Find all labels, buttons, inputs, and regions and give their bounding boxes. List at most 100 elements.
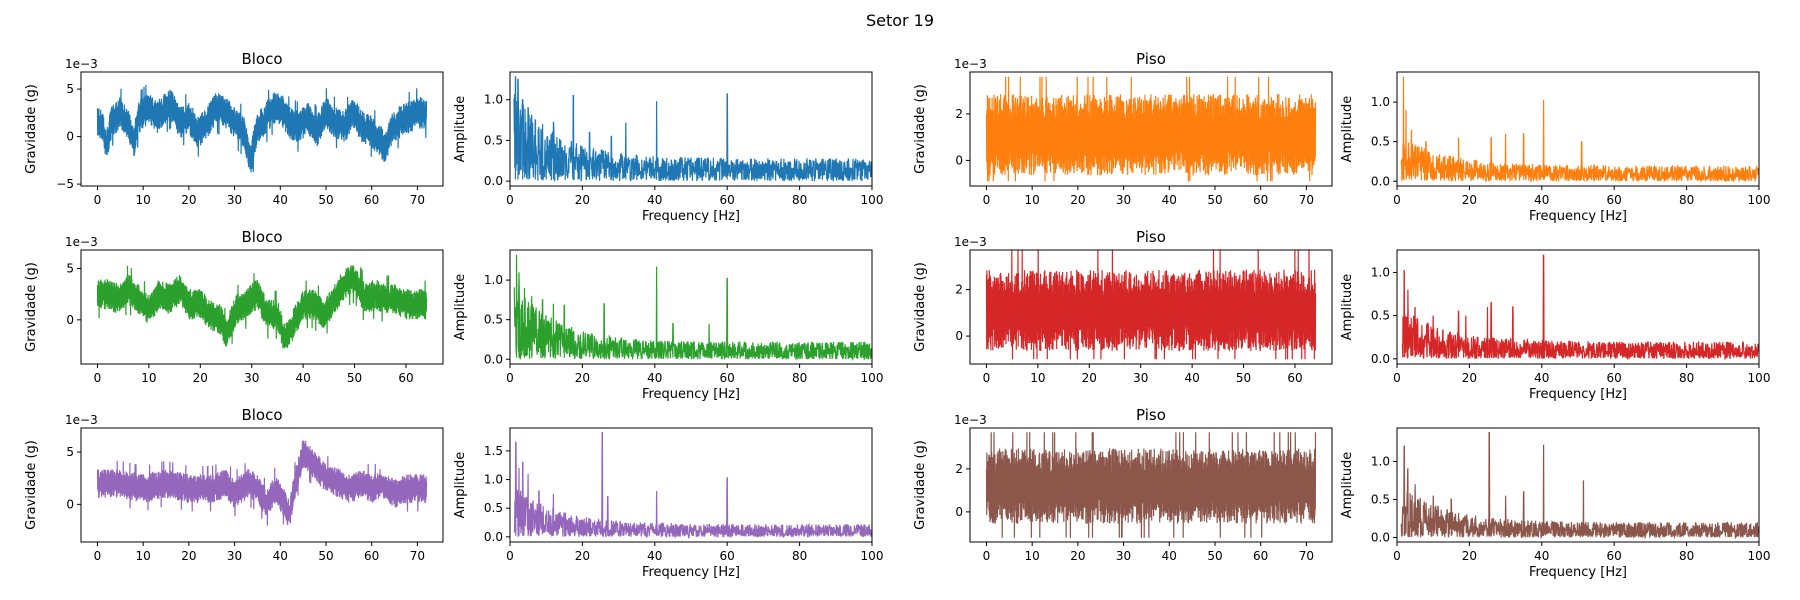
x-tick-label: 20 xyxy=(1462,371,1477,385)
x-tick-label: 80 xyxy=(792,371,807,385)
x-tick-label: 40 xyxy=(647,371,662,385)
y-axis-label: Amplitude xyxy=(453,274,468,341)
y-tick-label: 2 xyxy=(955,462,963,476)
axes-frame xyxy=(1396,249,1760,365)
chart-panel-r1-bloco-time: 0 10 20 30 40 50 60 70 −5 0 5 1e−3 Bloco Gravidade (g… xyxy=(24,50,444,207)
x-tick-label: 40 xyxy=(647,193,662,207)
chart-panel-r1-bloco-fft: 0 20 40 60 80 100 0.0 0.5 1.0 Frequency [Hz] Ampli… xyxy=(453,71,883,224)
x-tick-label: 40 xyxy=(1534,193,1549,207)
x-tick-label: 0 xyxy=(506,193,514,207)
x-tick-label: 0 xyxy=(983,549,991,563)
y-axis-label: Gravidade (g) xyxy=(913,262,928,352)
x-tick-label: 20 xyxy=(1082,371,1097,385)
chart-panel-r1-piso-fft: 0 20 40 60 80 100 0.0 0.5 1.0 Frequency [Hz] Ampli… xyxy=(1340,71,1771,224)
axis-offset-text: 1e−3 xyxy=(954,235,987,249)
figure-suptitle: Setor 19 xyxy=(866,11,934,30)
x-tick-label: 60 xyxy=(720,549,735,563)
x-tick-label: 60 xyxy=(364,549,379,563)
y-axis-label: Amplitude xyxy=(1340,452,1355,519)
chart-panel-r2-piso-fft: 0 20 40 60 80 100 0.0 0.5 1.0 Frequency [Hz] Ampli… xyxy=(1340,249,1771,402)
x-tick-label: 80 xyxy=(792,549,807,563)
y-tick-label: 0.5 xyxy=(484,133,503,147)
y-tick-label: 2 xyxy=(955,283,963,297)
chart-panel-r3-bloco-time: 0 10 20 30 40 50 60 70 0 5 1e−3 Bloco Gravidade (g) xyxy=(24,406,444,563)
y-tick-label: 1.0 xyxy=(1371,454,1390,468)
y-tick-label: −5 xyxy=(56,177,74,191)
x-tick-label: 60 xyxy=(1607,549,1622,563)
series-line xyxy=(985,432,1317,538)
y-tick-label: 0.5 xyxy=(1371,135,1390,149)
y-tick-label: 5 xyxy=(66,82,74,96)
x-tick-label: 20 xyxy=(193,371,208,385)
y-tick-label: 5 xyxy=(66,445,74,459)
x-tick-label: 0 xyxy=(1393,371,1401,385)
x-tick-label: 30 xyxy=(1116,549,1131,563)
series-line xyxy=(1401,254,1759,361)
y-axis-label: Gravidade (g) xyxy=(913,84,928,174)
axes-frame xyxy=(969,249,1333,365)
chart-panel-r2-bloco-fft: 0 20 40 60 80 100 0.0 0.5 1.0 Frequency [Hz] Ampli… xyxy=(453,249,883,402)
x-tick-label: 20 xyxy=(575,193,590,207)
x-tick-label: 20 xyxy=(181,193,196,207)
x-tick-label: 100 xyxy=(1748,193,1771,207)
x-tick-label: 100 xyxy=(1748,371,1771,385)
y-axis-label: Amplitude xyxy=(453,452,468,519)
y-axis-label: Amplitude xyxy=(1340,274,1355,341)
x-tick-label: 50 xyxy=(318,549,333,563)
x-tick-label: 60 xyxy=(1253,193,1268,207)
subplot-title: Bloco xyxy=(241,50,282,68)
series-line xyxy=(513,432,872,539)
x-tick-label: 0 xyxy=(94,193,102,207)
x-axis-label: Frequency [Hz] xyxy=(642,209,740,224)
x-tick-label: 60 xyxy=(1287,371,1302,385)
x-tick-label: 70 xyxy=(410,549,425,563)
subplot-title: Piso xyxy=(1136,50,1166,68)
y-tick-label: 1.0 xyxy=(1371,265,1390,279)
x-tick-label: 80 xyxy=(792,193,807,207)
x-axis-label: Frequency [Hz] xyxy=(1529,387,1627,402)
axes-frame xyxy=(80,71,444,187)
series-line xyxy=(96,265,428,349)
chart-panel-r2-bloco-time: 0 10 20 30 40 50 60 0 5 1e−3 Bloco Gravidade (g) xyxy=(24,228,444,385)
axis-offset-text: 1e−3 xyxy=(65,413,98,427)
x-tick-label: 80 xyxy=(1679,549,1694,563)
y-tick-label: 0.0 xyxy=(1371,530,1390,544)
axes-frame xyxy=(969,427,1333,543)
axes-frame xyxy=(1396,427,1760,543)
x-tick-label: 10 xyxy=(1030,371,1045,385)
y-tick-label: 5 xyxy=(66,261,74,275)
x-tick-label: 20 xyxy=(575,371,590,385)
series-line xyxy=(1400,432,1759,540)
y-tick-label: 1.0 xyxy=(484,93,503,107)
y-tick-label: 0.5 xyxy=(484,501,503,515)
x-tick-label: 70 xyxy=(1299,193,1314,207)
x-tick-label: 40 xyxy=(1534,549,1549,563)
x-tick-label: 50 xyxy=(1236,371,1251,385)
x-tick-label: 20 xyxy=(1070,193,1085,207)
x-tick-label: 10 xyxy=(141,371,156,385)
x-tick-label: 30 xyxy=(1133,371,1148,385)
series-line xyxy=(513,76,872,183)
x-tick-label: 100 xyxy=(861,549,884,563)
x-tick-label: 50 xyxy=(347,371,362,385)
x-tick-label: 10 xyxy=(136,193,151,207)
x-tick-label: 30 xyxy=(1116,193,1131,207)
subplot-title: Bloco xyxy=(241,406,282,424)
x-tick-label: 0 xyxy=(1393,193,1401,207)
x-axis-label: Frequency [Hz] xyxy=(1529,565,1627,580)
axes-frame xyxy=(80,427,444,543)
x-tick-label: 40 xyxy=(273,193,288,207)
x-tick-label: 40 xyxy=(295,371,310,385)
subplot-title: Bloco xyxy=(241,228,282,246)
x-tick-label: 20 xyxy=(1070,549,1085,563)
x-tick-label: 60 xyxy=(1607,193,1622,207)
x-axis-label: Frequency [Hz] xyxy=(642,565,740,580)
x-tick-label: 40 xyxy=(1162,549,1177,563)
x-tick-label: 0 xyxy=(1393,549,1401,563)
x-tick-label: 20 xyxy=(575,549,590,563)
x-tick-label: 100 xyxy=(1748,549,1771,563)
x-axis-label: Frequency [Hz] xyxy=(1529,209,1627,224)
x-tick-label: 60 xyxy=(1253,549,1268,563)
chart-panel-r1-piso-time: 0 10 20 30 40 50 60 70 0 2 1e−3 Piso Gravidade (g) xyxy=(913,50,1333,207)
